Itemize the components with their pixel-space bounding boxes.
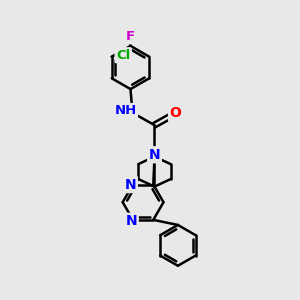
- Text: N: N: [149, 148, 160, 162]
- Text: N: N: [125, 178, 136, 191]
- Text: O: O: [169, 106, 181, 120]
- Text: Cl: Cl: [116, 49, 130, 62]
- Text: NH: NH: [114, 104, 136, 118]
- Text: F: F: [125, 30, 134, 43]
- Text: N: N: [126, 214, 137, 228]
